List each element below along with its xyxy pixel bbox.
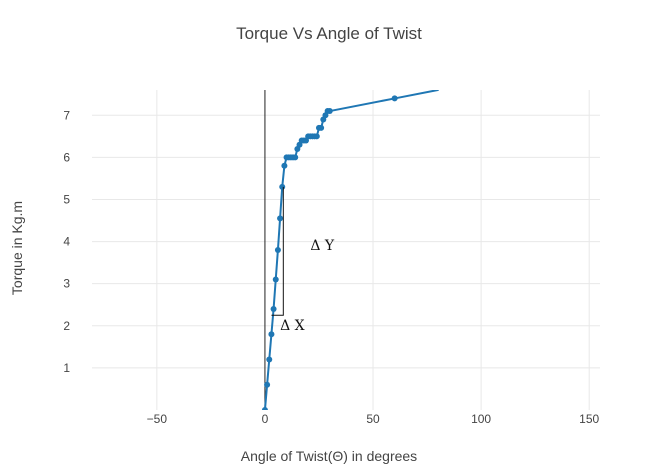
annotation-label: Δ Y — [310, 238, 335, 254]
data-point[interactable] — [274, 247, 281, 253]
data-point[interactable] — [268, 331, 275, 338]
axes: −50 0 50 100 150 1 2 3 4 5 6 7 — [63, 90, 600, 426]
y-tick-label: 6 — [63, 150, 70, 164]
x-tick-label: 150 — [579, 412, 599, 426]
data-point[interactable] — [261, 407, 268, 413]
y-tick-label: 5 — [63, 192, 70, 206]
y-tick-label: 4 — [63, 235, 70, 249]
y-tick-label: 7 — [63, 108, 70, 122]
grid-lines — [92, 90, 600, 410]
series-layer — [261, 90, 439, 413]
series-line-0 — [263, 90, 439, 410]
data-point[interactable] — [292, 154, 299, 161]
data-point[interactable] — [326, 108, 333, 115]
y-tick-label: 2 — [63, 319, 70, 333]
data-point[interactable] — [277, 215, 284, 222]
x-tick-label: 100 — [471, 412, 491, 426]
data-point[interactable] — [318, 124, 325, 131]
x-axis-title: Angle of Twist(Θ) in degrees — [241, 448, 417, 464]
x-tick-label: 0 — [262, 412, 269, 426]
data-point[interactable] — [313, 133, 320, 140]
chart-title: Torque Vs Angle of Twist — [236, 24, 422, 43]
data-point[interactable] — [279, 183, 286, 190]
x-tick-label: 50 — [366, 412, 380, 426]
data-point[interactable] — [266, 356, 273, 363]
y-axis-title: Torque in Kg.m — [9, 201, 25, 295]
data-point[interactable] — [272, 276, 279, 283]
data-point[interactable] — [391, 95, 398, 102]
data-point[interactable] — [270, 305, 277, 312]
annotations: Δ Y Δ X — [271, 186, 335, 334]
x-tick-label: −50 — [147, 412, 168, 426]
y-tick-label: 3 — [63, 277, 70, 291]
data-point[interactable] — [264, 381, 271, 388]
slope-triangle — [271, 186, 284, 316]
data-point[interactable] — [281, 162, 288, 169]
annotation-label: Δ X — [280, 318, 305, 334]
y-tick-label: 1 — [63, 361, 70, 375]
